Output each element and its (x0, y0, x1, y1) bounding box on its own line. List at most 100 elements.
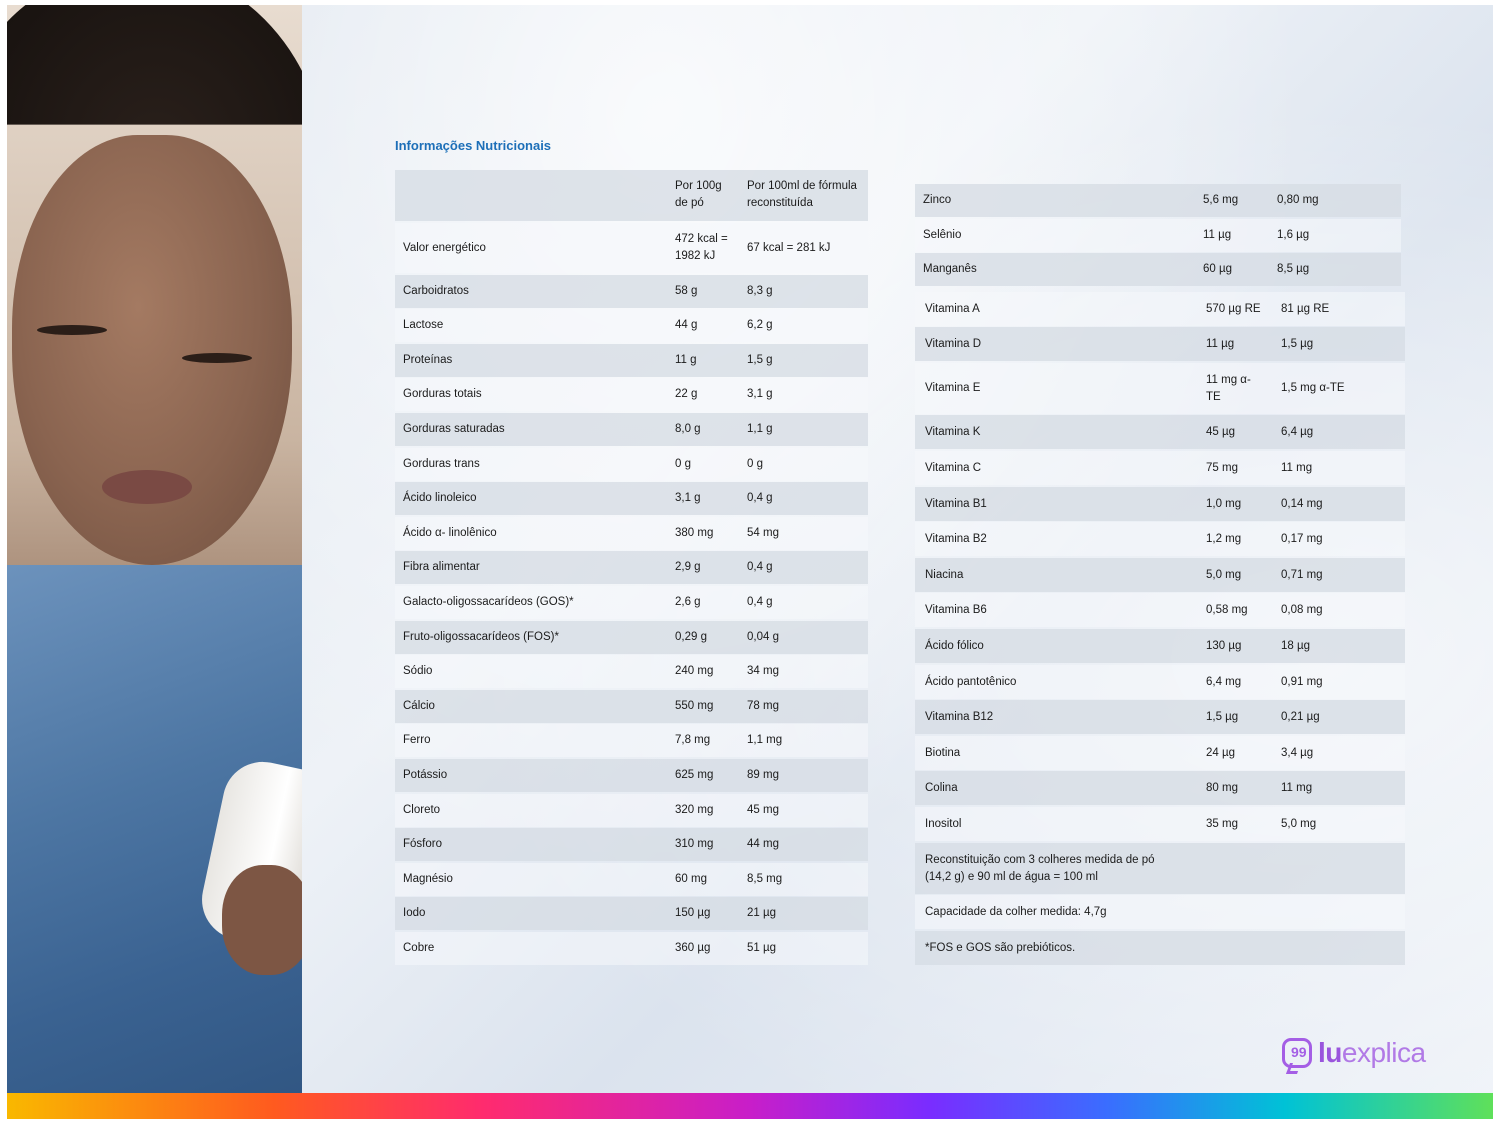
table-row: Vitamina B2 1,2 mg 0,17 mg (915, 522, 1405, 557)
nutrition-table-left: Por 100g de pó Por 100ml de fórmula reco… (395, 170, 868, 965)
logo-text: luexplica (1318, 1037, 1426, 1069)
table-row: Vitamina K 45 µg 6,4 µg (915, 415, 1405, 450)
value-per-100g: 45 µg (1206, 426, 1236, 439)
value-per-100ml: 0,91 mg (1281, 675, 1323, 688)
value-per-100ml: 8,3 g (747, 284, 773, 297)
table-row: Cobre 360 µg 51 µg (395, 932, 868, 965)
table-row: Sódio 240 mg 34 mg (395, 655, 868, 689)
eye-left (37, 325, 107, 335)
value-per-100g: 0,58 mg (1206, 604, 1248, 617)
nutrient-name: Proteínas (403, 353, 453, 366)
nutrient-name: Colina (925, 782, 958, 795)
table-row: Proteínas 11 g 1,5 g (395, 343, 868, 377)
value-per-100ml: 0,04 g (747, 630, 779, 643)
note-text: Capacidade da colher medida: 4,7g (925, 906, 1107, 919)
value-per-100g: 5,0 mg (1206, 568, 1242, 581)
value-per-100ml: 54 mg (747, 526, 779, 539)
table-note: Reconstituição com 3 colheres medida de … (915, 842, 1405, 894)
value-per-100ml: 0,71 mg (1281, 568, 1323, 581)
table-row: Cálcio 550 mg 78 mg (395, 689, 868, 723)
value-per-100ml: 0,4 g (747, 596, 773, 608)
value-per-100ml: 1,1 mg (747, 734, 783, 747)
table-row: Carboidratos 58 g 8,3 g (395, 274, 868, 308)
value-per-100ml: 0,80 mg (1277, 194, 1319, 206)
value-per-100g: 6,4 mg (1206, 675, 1242, 688)
logo-text-bold: lu (1318, 1037, 1342, 1068)
value-per-100ml: 1,5 µg (1281, 338, 1314, 351)
value-per-100g: 1,0 mg (1206, 497, 1242, 510)
hand (222, 865, 302, 975)
table-row: Vitamina C 75 mg 11 mg (915, 450, 1405, 485)
value-per-100g: 44 g (675, 319, 698, 332)
nutrient-name: Ácido α- linolênico (403, 526, 497, 539)
value-per-100g: 625 mg (675, 769, 714, 781)
value-per-100g: 7,8 mg (675, 734, 711, 747)
nutrient-name: Vitamina C (925, 461, 982, 474)
table-row: Zinco 5,6 mg 0,80 mg (915, 184, 1401, 217)
nutrient-name: Galacto-oligossacarídeos (GOS)* (403, 596, 574, 608)
value-per-100ml: 67 kcal = 281 kJ (747, 242, 831, 254)
value-per-100ml: 1,6 µg (1277, 228, 1310, 241)
value-per-100g: 130 µg (1206, 639, 1242, 652)
table-row: Lactose 44 g 6,2 g (395, 309, 868, 343)
value-per-100ml: 18 µg (1281, 639, 1311, 652)
nutrient-name: Cobre (403, 942, 435, 954)
value-per-100ml: 11 mg (1281, 782, 1313, 795)
nutrient-name: Vitamina B6 (925, 604, 987, 617)
table-row: Ferro 7,8 mg 1,1 mg (395, 724, 868, 758)
hair (7, 5, 302, 125)
table-header: Por 100g de pó Por 100ml de fórmula reco… (395, 170, 868, 221)
nutrient-name: Vitamina B1 (925, 497, 987, 510)
eye-right (182, 353, 252, 363)
nutrient-name: Gorduras saturadas (403, 423, 505, 435)
value-per-100g: 11 µg (1206, 338, 1235, 351)
nutrient-name: Ferro (403, 734, 431, 747)
value-per-100ml: 0 g (747, 457, 763, 470)
table-row: Magnésio 60 mg 8,5 mg (395, 862, 868, 896)
value-per-100g: 5,6 mg (1203, 194, 1239, 206)
nutrient-name: Vitamina A (925, 302, 980, 315)
table-row: Iodo 150 µg 21 µg (395, 897, 868, 931)
value-per-100g: 1,5 µg (1206, 711, 1239, 724)
table-row: Vitamina D 11 µg 1,5 µg (915, 327, 1405, 362)
nutrient-name: Biotina (925, 746, 961, 759)
value-per-100ml: 81 µg RE (1281, 302, 1330, 315)
table-row: Ácido fólico 130 µg 18 µg (915, 628, 1405, 663)
value-per-100ml: 6,4 µg (1281, 426, 1314, 439)
value-per-100ml: 0,17 mg (1281, 533, 1323, 546)
nutrient-name: Vitamina E (925, 381, 981, 394)
note-text: *FOS e GOS são prebióticos. (925, 941, 1076, 954)
speech-bubble-icon: 99 (1282, 1038, 1312, 1068)
value-per-100g: 75 mg (1206, 461, 1238, 474)
table-row: Vitamina A 570 µg RE 81 µg RE (915, 291, 1405, 326)
nutrient-name: Sódio (403, 665, 433, 678)
nutrient-name: Vitamina B2 (925, 533, 987, 546)
value-per-100g: 320 mg (675, 803, 714, 816)
nutrient-name: Valor energético (403, 242, 486, 254)
value-per-100ml: 45 mg (747, 803, 779, 816)
value-per-100g: 380 mg (675, 526, 714, 539)
value-per-100g: 2,9 g (675, 561, 701, 574)
value-per-100ml: 44 mg (747, 838, 779, 851)
value-per-100g: 35 mg (1206, 817, 1238, 830)
nutrient-name: Gorduras trans (403, 457, 480, 470)
nutrient-name: Carboidratos (403, 284, 469, 297)
value-per-100ml: 1,5 mg α-TE (1281, 381, 1345, 394)
value-per-100g: 570 µg RE (1206, 302, 1261, 315)
nutrient-name: Ácido linoleico (403, 492, 477, 505)
value-per-100ml: 3,4 µg (1281, 746, 1314, 759)
nutrition-table-right: Zinco 5,6 mg 0,80 mg Selênio 11 µg 1,6 µg Mang… (915, 184, 1405, 966)
nutrient-name: Fibra alimentar (403, 561, 480, 574)
nutrient-name: Ácido pantotênico (925, 675, 1017, 688)
value-per-100ml: 6,2 g (747, 319, 773, 332)
value-per-100g: 360 µg (675, 942, 711, 954)
table-row: Cloreto 320 mg 45 mg (395, 793, 868, 827)
nutrient-name: Lactose (403, 319, 444, 332)
value-per-100ml: 3,1 g (747, 388, 773, 401)
value-per-100g: 11 µg (1203, 228, 1232, 241)
value-per-100ml: 11 mg (1281, 461, 1313, 474)
value-per-100g: 1,2 mg (1206, 533, 1242, 546)
table-row: Vitamina B6 0,58 mg 0,08 mg (915, 593, 1405, 628)
value-per-100ml: 1,5 g (747, 353, 773, 366)
table-row: Colina 80 mg 11 mg (915, 771, 1405, 806)
